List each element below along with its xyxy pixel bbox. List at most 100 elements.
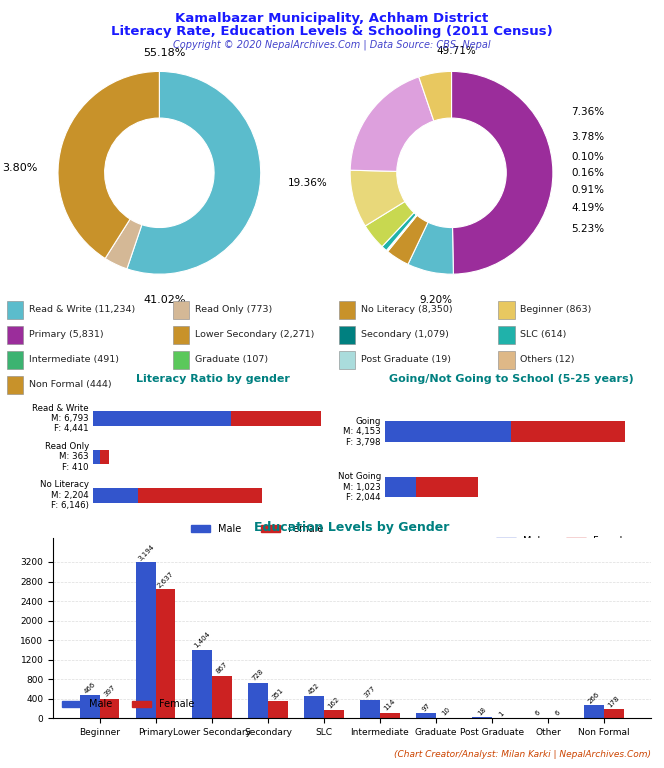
Text: 6: 6 bbox=[554, 710, 562, 717]
Bar bbox=[100, 699, 120, 718]
Legend: Male, Female: Male, Female bbox=[58, 696, 199, 713]
Text: 3,194: 3,194 bbox=[137, 543, 155, 561]
Text: 1: 1 bbox=[498, 710, 505, 717]
Bar bbox=[584, 705, 604, 718]
Bar bbox=[93, 450, 100, 464]
Wedge shape bbox=[408, 222, 454, 274]
Bar bbox=[137, 488, 262, 503]
Bar bbox=[416, 476, 478, 498]
Wedge shape bbox=[386, 215, 417, 251]
Text: 0.10%: 0.10% bbox=[571, 151, 604, 161]
Text: 49.71%: 49.71% bbox=[437, 46, 477, 56]
Text: Intermediate (491): Intermediate (491) bbox=[29, 356, 119, 364]
Bar bbox=[93, 488, 137, 503]
Wedge shape bbox=[387, 215, 417, 251]
Wedge shape bbox=[382, 213, 416, 250]
Text: Literacy: Literacy bbox=[133, 156, 186, 169]
Text: No Literacy (8,350): No Literacy (8,350) bbox=[361, 306, 452, 314]
Bar bbox=[7, 301, 23, 319]
Text: 266: 266 bbox=[587, 690, 601, 704]
Text: 41.02%: 41.02% bbox=[143, 294, 186, 305]
Bar bbox=[173, 351, 189, 369]
Bar bbox=[173, 301, 189, 319]
Text: 162: 162 bbox=[327, 696, 341, 710]
Wedge shape bbox=[419, 71, 452, 121]
Bar bbox=[511, 422, 625, 442]
Bar bbox=[248, 683, 268, 718]
Bar bbox=[304, 696, 324, 718]
Text: 4.19%: 4.19% bbox=[571, 204, 604, 214]
Bar bbox=[80, 695, 100, 718]
Text: 55.18%: 55.18% bbox=[143, 48, 186, 58]
Bar bbox=[156, 590, 175, 718]
Wedge shape bbox=[350, 170, 405, 226]
Text: Secondary (1,079): Secondary (1,079) bbox=[361, 330, 448, 339]
Text: Literacy Rate, Education Levels & Schooling (2011 Census): Literacy Rate, Education Levels & School… bbox=[111, 25, 553, 38]
Title: Going/Not Going to School (5-25 years): Going/Not Going to School (5-25 years) bbox=[389, 374, 633, 384]
Text: 6: 6 bbox=[535, 710, 542, 717]
Text: Beginner (863): Beginner (863) bbox=[520, 306, 591, 314]
Bar bbox=[361, 700, 380, 718]
Text: Copyright © 2020 NepalArchives.Com | Data Source: CBS, Nepal: Copyright © 2020 NepalArchives.Com | Dat… bbox=[173, 40, 491, 51]
Bar bbox=[416, 713, 436, 718]
Text: Kamalbazar Municipality, Achham District: Kamalbazar Municipality, Achham District bbox=[175, 12, 489, 25]
Text: Graduate (107): Graduate (107) bbox=[195, 356, 268, 364]
Bar bbox=[230, 412, 321, 425]
Text: 728: 728 bbox=[251, 668, 265, 682]
Text: Ratios: Ratios bbox=[139, 184, 180, 197]
Bar bbox=[7, 326, 23, 344]
Wedge shape bbox=[350, 77, 434, 171]
Text: Read & Write (11,234): Read & Write (11,234) bbox=[29, 306, 135, 314]
Wedge shape bbox=[388, 215, 428, 264]
Text: Non Formal (444): Non Formal (444) bbox=[29, 380, 111, 389]
Text: Post Graduate (19): Post Graduate (19) bbox=[361, 356, 451, 364]
Bar bbox=[193, 650, 212, 718]
Title: Education Levels by Gender: Education Levels by Gender bbox=[254, 521, 450, 534]
Text: 18: 18 bbox=[477, 706, 487, 717]
Bar bbox=[339, 301, 355, 319]
Text: 178: 178 bbox=[607, 695, 621, 709]
Bar bbox=[498, 301, 515, 319]
Title: Literacy Ratio by gender: Literacy Ratio by gender bbox=[135, 374, 290, 384]
Bar bbox=[604, 710, 623, 718]
Text: 19.36%: 19.36% bbox=[288, 178, 327, 188]
Bar bbox=[7, 376, 23, 394]
Text: 452: 452 bbox=[307, 682, 321, 695]
Text: (Chart Creator/Analyst: Milan Karki | NepalArchives.Com): (Chart Creator/Analyst: Milan Karki | Ne… bbox=[394, 750, 651, 759]
Text: 10: 10 bbox=[440, 707, 451, 717]
Text: 397: 397 bbox=[103, 684, 117, 698]
Legend: Male, Female: Male, Female bbox=[492, 532, 633, 550]
Bar bbox=[385, 422, 511, 442]
Wedge shape bbox=[105, 219, 142, 269]
Text: Primary (5,831): Primary (5,831) bbox=[29, 330, 103, 339]
Bar bbox=[268, 701, 288, 718]
Text: 351: 351 bbox=[271, 687, 285, 700]
Bar bbox=[100, 450, 109, 464]
Bar bbox=[339, 326, 355, 344]
Bar bbox=[173, 326, 189, 344]
Text: 114: 114 bbox=[383, 698, 396, 712]
Wedge shape bbox=[58, 71, 159, 259]
Legend: Male, Female: Male, Female bbox=[187, 520, 327, 538]
Bar bbox=[339, 351, 355, 369]
Wedge shape bbox=[127, 71, 261, 274]
Bar bbox=[472, 717, 492, 718]
Text: 3.80%: 3.80% bbox=[2, 163, 37, 173]
Wedge shape bbox=[452, 71, 553, 274]
Text: Read Only (773): Read Only (773) bbox=[195, 306, 272, 314]
Text: Others (12): Others (12) bbox=[520, 356, 574, 364]
Bar bbox=[385, 476, 416, 498]
Text: 97: 97 bbox=[421, 702, 432, 713]
Bar bbox=[212, 676, 232, 718]
Text: Lower Secondary (2,271): Lower Secondary (2,271) bbox=[195, 330, 314, 339]
Text: 9.20%: 9.20% bbox=[420, 294, 453, 305]
Text: 377: 377 bbox=[363, 685, 377, 699]
Bar bbox=[498, 351, 515, 369]
Text: 867: 867 bbox=[215, 661, 228, 675]
Text: 1,404: 1,404 bbox=[193, 631, 211, 649]
Text: Levels: Levels bbox=[430, 184, 473, 197]
Text: 466: 466 bbox=[83, 681, 97, 694]
Bar bbox=[380, 713, 400, 718]
Bar bbox=[93, 412, 230, 425]
Text: 0.91%: 0.91% bbox=[571, 185, 604, 195]
